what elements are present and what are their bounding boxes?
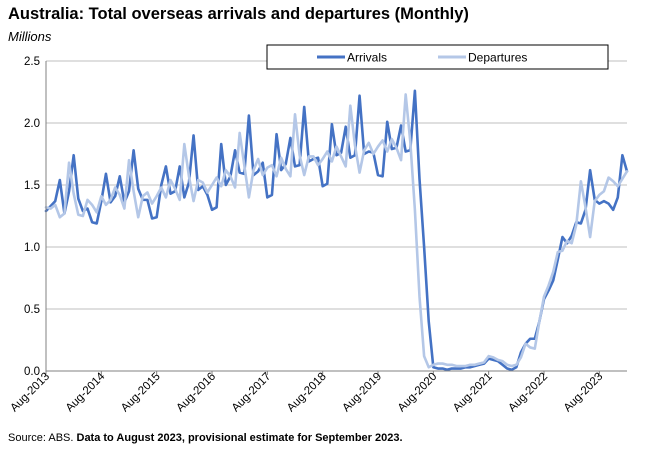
x-tick-label: Aug-2019 bbox=[340, 371, 384, 415]
y-tick-label: 2.0 bbox=[24, 118, 40, 130]
series-line-arrivals bbox=[44, 89, 629, 372]
chart-footer: Source: ABS. Data to August 2023, provis… bbox=[8, 432, 403, 444]
y-tick-label: 2.5 bbox=[24, 56, 40, 68]
series-lines bbox=[44, 89, 629, 372]
data-note: Data to August 2023, provisional estimat… bbox=[76, 432, 403, 444]
x-tick-label: Aug-2021 bbox=[451, 371, 495, 415]
legend-label-arrivals: Arrivals bbox=[347, 51, 387, 65]
series-line-departures bbox=[44, 93, 629, 369]
y-tick-label: 1.5 bbox=[24, 180, 40, 192]
chart-title: Australia: Total overseas arrivals and d… bbox=[8, 5, 469, 23]
y-tick-label: 1.0 bbox=[24, 242, 40, 254]
x-tick-label: Aug-2023 bbox=[562, 371, 606, 415]
x-tick-label: Aug-2015 bbox=[119, 371, 163, 415]
x-tick-label: Aug-2017 bbox=[230, 371, 274, 415]
y-axis-unit-label: Millions bbox=[8, 29, 52, 44]
source-note: Source: ABS. bbox=[8, 432, 74, 444]
y-tick-label: 0.0 bbox=[24, 366, 40, 378]
x-tick-label: Aug-2014 bbox=[64, 370, 108, 414]
y-tick-label: 0.5 bbox=[24, 304, 40, 316]
x-tick-label: Aug-2018 bbox=[285, 371, 329, 415]
x-tick-label: Aug-2016 bbox=[174, 371, 218, 415]
x-tick-label: Aug-2022 bbox=[506, 371, 550, 415]
x-tick-label: Aug-2020 bbox=[396, 371, 440, 415]
legend: Arrivals Departures bbox=[266, 44, 609, 70]
legend-label-departures: Departures bbox=[468, 51, 527, 65]
